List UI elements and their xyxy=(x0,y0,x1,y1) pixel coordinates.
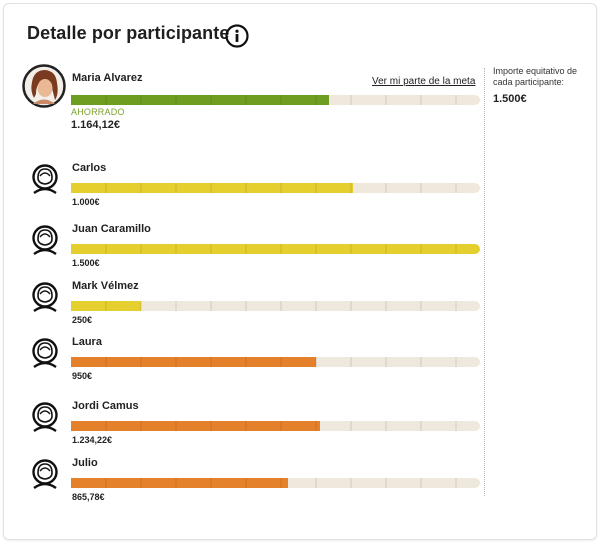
bar-ticks xyxy=(105,301,457,311)
current-user-name: Maria Alvarez xyxy=(72,72,143,84)
equal-share-value: 1.500€ xyxy=(493,93,527,105)
bar-ticks xyxy=(105,421,457,431)
participant-progress-bar xyxy=(71,357,480,367)
participant-progress-bar xyxy=(71,244,480,254)
participant-name: Mark Vélmez xyxy=(72,280,139,292)
participant-progress-fill xyxy=(71,357,317,367)
column-divider xyxy=(484,68,485,496)
user-outline-icon xyxy=(32,338,58,368)
participant-progress-bar xyxy=(71,421,480,431)
user-outline-icon xyxy=(32,402,58,432)
current-user-row: Maria Alvarez Ver mi parte de la meta xyxy=(0,64,484,134)
user-photo-avatar xyxy=(22,64,66,108)
participant-detail-card xyxy=(3,3,597,540)
participant-progress-fill xyxy=(71,183,354,193)
participant-name: Carlos xyxy=(72,162,107,174)
participant-name: Laura xyxy=(72,336,102,348)
page-title: Detalle por participante xyxy=(27,23,230,43)
participant-amount: 1.500€ xyxy=(72,258,100,268)
participant-amount: 1.234,22€ xyxy=(72,435,113,445)
bar-ticks xyxy=(105,244,457,254)
participant-progress-bar xyxy=(71,183,480,193)
user-outline-icon xyxy=(32,459,58,489)
view-my-share-link[interactable]: Ver mi parte de la meta xyxy=(372,76,476,87)
saved-label: AHORRADO xyxy=(71,107,125,117)
participant-name: Juan Caramillo xyxy=(72,223,151,235)
bar-ticks xyxy=(105,183,457,193)
current-user-progress-bar xyxy=(71,95,480,105)
participant-amount: 1.000€ xyxy=(72,197,100,207)
equal-share-label: Importe equitativo de cada participante: xyxy=(493,66,578,87)
participant-name: Jordi Camus xyxy=(72,400,139,412)
participant-progress-bar xyxy=(71,478,480,488)
participant-amount: 250€ xyxy=(72,315,93,325)
bar-ticks xyxy=(105,95,457,105)
participant-amount: 865,78€ xyxy=(72,492,105,502)
info-icon[interactable] xyxy=(225,24,249,48)
participant-progress-fill xyxy=(71,244,480,254)
current-user-progress-fill xyxy=(71,95,329,105)
bar-ticks xyxy=(105,357,457,367)
user-outline-icon xyxy=(32,282,58,312)
saved-amount: 1.164,12€ xyxy=(71,119,120,131)
bar-ticks xyxy=(105,478,457,488)
participant-progress-fill xyxy=(71,478,288,488)
user-outline-icon xyxy=(32,225,58,255)
user-outline-icon xyxy=(32,164,58,194)
participant-name: Julio xyxy=(72,457,98,469)
participant-progress-fill xyxy=(71,421,321,431)
participant-progress-bar xyxy=(71,301,480,311)
participant-progress-fill xyxy=(71,301,141,311)
participant-amount: 950€ xyxy=(72,371,93,381)
